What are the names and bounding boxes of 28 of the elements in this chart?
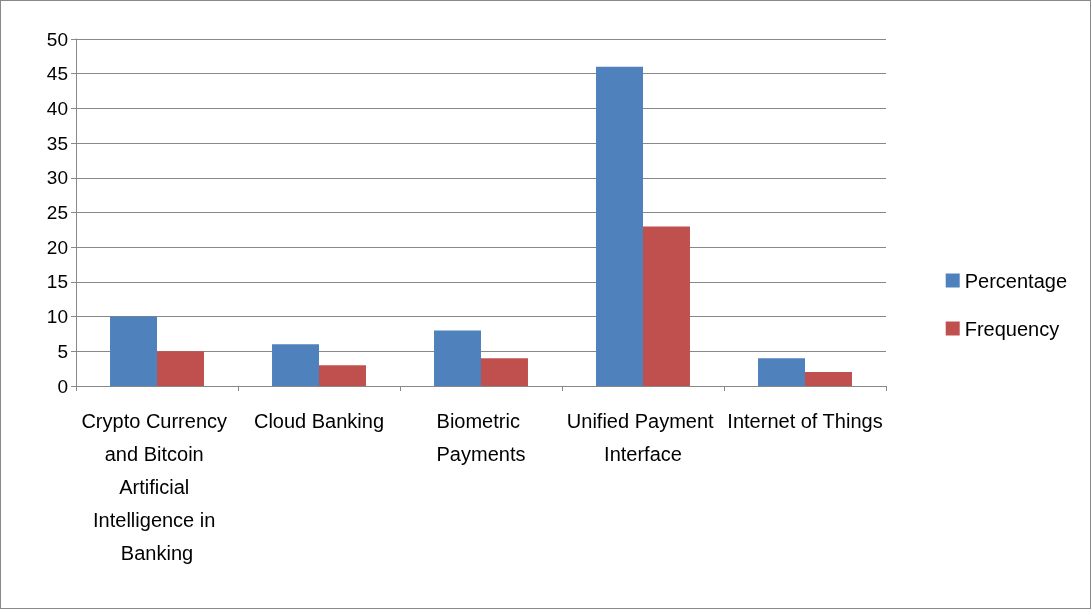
y-tick-label: 20 bbox=[46, 236, 68, 258]
bar bbox=[319, 365, 366, 386]
bar bbox=[596, 66, 643, 386]
y-tick-label: 40 bbox=[46, 97, 68, 119]
y-tick-label: 10 bbox=[46, 306, 68, 328]
y-tick-label: 30 bbox=[46, 167, 68, 189]
y-tick-label: 25 bbox=[46, 202, 68, 223]
bar bbox=[805, 372, 852, 386]
y-tick-label: 0 bbox=[57, 375, 68, 397]
x-tick-label: Unified Payment Interface bbox=[566, 409, 720, 465]
legend-label: Frequency bbox=[964, 317, 1060, 340]
bar bbox=[110, 316, 157, 386]
bar bbox=[643, 226, 690, 386]
y-tick-label: 5 bbox=[57, 340, 68, 362]
bar bbox=[157, 351, 204, 386]
legend-label: Percentage bbox=[964, 269, 1067, 292]
x-tick-label: Crypto Currency and Bitcoin Artificial Intelligence in Banking bbox=[81, 409, 233, 564]
bar bbox=[481, 358, 528, 386]
y-tick-label: 35 bbox=[46, 132, 68, 154]
bar bbox=[758, 358, 805, 386]
bar bbox=[272, 344, 319, 386]
y-tick-label: 15 bbox=[46, 271, 68, 293]
x-tick-label: Biometric Payments bbox=[436, 409, 526, 465]
x-tick-label: Cloud Banking bbox=[253, 409, 385, 432]
bar bbox=[434, 330, 481, 386]
y-tick-label: 50 bbox=[46, 28, 68, 50]
y-tick-label: 45 bbox=[46, 63, 68, 85]
x-tick-label: Internet of Things bbox=[727, 409, 883, 432]
